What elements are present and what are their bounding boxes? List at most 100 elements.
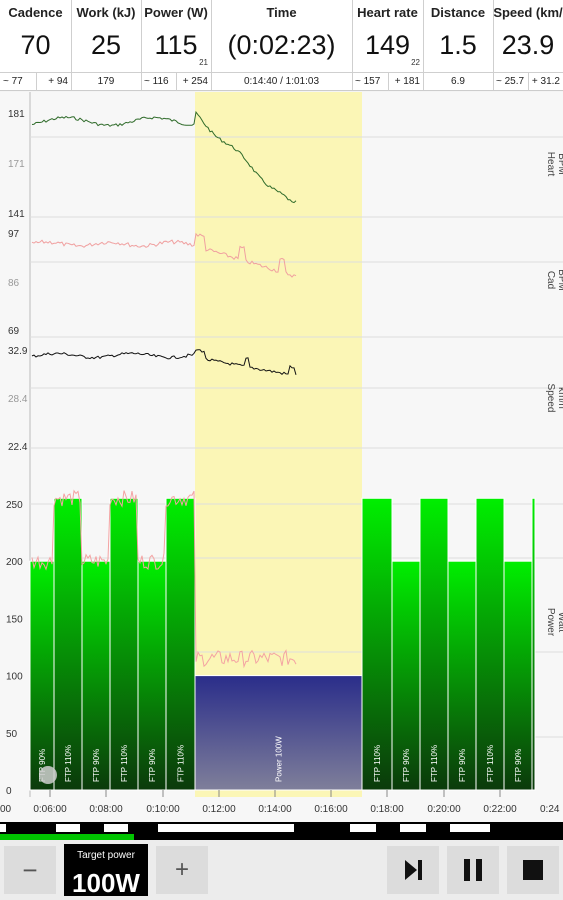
interval-bar (109, 497, 139, 791)
axis-tick-label: 32.9 (8, 346, 28, 357)
metric-value: 23.9 (501, 30, 555, 60)
cad-axis-title: BPM (556, 269, 563, 291)
metric-label: Speed (km/ (493, 5, 563, 20)
interval-label: FTP 90% (148, 749, 157, 782)
metric-stat-max: + 181 (394, 76, 420, 87)
interval-bar (475, 497, 505, 791)
interval-label: FTP 110% (177, 745, 186, 782)
metric-power-w[interactable]: Power (W) 115 21 ~ 116 + 254 (141, 0, 212, 91)
timeline-block (350, 824, 376, 832)
workout-timeline[interactable] (0, 822, 563, 840)
axis-tick-label: 69 (8, 326, 20, 337)
interval-label: FTP 90% (402, 749, 411, 782)
power-axis-title: Power (545, 608, 556, 637)
control-bar: − Target power 100W + (0, 840, 563, 900)
target-power-display: Target power 100W (64, 844, 148, 898)
increase-power-button[interactable]: + (156, 846, 208, 894)
target-power-label: Target power (77, 850, 135, 861)
timeline-block (0, 824, 6, 832)
metric-cadence[interactable]: Cadence 70 ~ 77 + 94 (0, 0, 72, 91)
metric-stat-max: + 94 (48, 76, 68, 87)
pause-icon (464, 859, 482, 881)
interval-label: Power 100W (275, 736, 284, 782)
speed-axis-title: km/h (556, 387, 563, 409)
time-tick-label: 0:18:00 (370, 804, 404, 815)
metric-stat-avg: ~ 77 (3, 76, 23, 87)
timeline-block (426, 824, 450, 832)
metric-value: 70 (20, 30, 51, 60)
target-power-value: 100W (72, 868, 140, 898)
timeline-block (104, 824, 128, 832)
metric-distance[interactable]: Distance 1.5 6.9 (423, 0, 494, 90)
timeline-block (376, 824, 400, 832)
metric-value: 115 (154, 30, 198, 60)
axis-tick-label: 141 (8, 209, 25, 220)
interval-bar (81, 560, 111, 791)
interval-bar (391, 560, 421, 791)
cadence-line (31, 232, 297, 278)
metric-stat-avg: ~ 25.7 (496, 76, 525, 87)
metric-stats: ~ 25.7 + 31.2 (493, 72, 563, 91)
metric-corner: 21 (199, 58, 208, 67)
timeline-progress (0, 834, 134, 840)
cad-axis-title: Cad (545, 271, 556, 289)
time-tick-label: 0:06:00 (33, 804, 67, 815)
interval-bar (447, 560, 477, 791)
timeline-block (128, 824, 158, 832)
interval-label: FTP 110% (486, 745, 495, 782)
axis-tick-label: 171 (8, 159, 25, 170)
metric-stat-max: + 254 (182, 76, 208, 87)
interval-label: FTP 110% (64, 745, 73, 782)
heart-rate-line (31, 110, 297, 204)
metric-label: Work (kJ) (76, 5, 136, 20)
interval-label: FTP 110% (373, 745, 382, 782)
axis-tick-label: 28.4 (8, 394, 28, 405)
stop-button[interactable] (507, 846, 559, 894)
metric-heart-rate[interactable]: Heart rate 149 22 ~ 157 + 181 (352, 0, 424, 91)
time-tick-label: 0:16:00 (314, 804, 348, 815)
timeline-block (158, 824, 294, 832)
pause-button[interactable] (447, 846, 499, 894)
timeline-block (56, 824, 80, 832)
power-tick-label: 100 (6, 672, 23, 683)
workout-chart[interactable]: 181 171 141 97 86 69 32.9 28.4 22.4 Heart BPM Cad BP… (0, 92, 563, 822)
interval-label: FTP 110% (430, 745, 439, 782)
interval-label: FTP 90% (92, 749, 101, 782)
metric-label: Power (W) (144, 5, 208, 20)
axis-tick-label: 86 (8, 278, 20, 289)
metric-time[interactable]: Time (0:02:23) 0:14:40 / 1:01:03 (211, 0, 353, 90)
time-tick-label: 0:10:00 (146, 804, 180, 815)
decrease-power-button[interactable]: − (4, 846, 56, 894)
metric-value: 149 (364, 30, 411, 60)
power-tick-label: 0 (6, 786, 12, 797)
time-tick-label: 0:20:00 (427, 804, 461, 815)
power-tick-label: 50 (6, 729, 18, 740)
timeline-bar (0, 822, 563, 840)
metric-stats: 179 (71, 72, 141, 91)
power-axis-title: Watt (556, 612, 563, 632)
timeline-block (490, 824, 563, 832)
axis-tick-label: 97 (8, 229, 20, 240)
actual-power-line (31, 489, 297, 669)
interval-bar (419, 497, 449, 791)
metric-value: 1.5 (439, 30, 477, 60)
timeline-block (294, 824, 350, 832)
speed-axis-title: Speed (545, 384, 556, 413)
interval-label: FTP 110% (120, 745, 129, 782)
speed-line (31, 349, 297, 375)
stop-icon (523, 860, 543, 880)
metric-label: Cadence (8, 5, 63, 20)
skip-button[interactable] (387, 846, 439, 894)
metric-stat-center: 0:14:40 / 1:01:03 (243, 76, 320, 87)
metric-label: Distance (430, 5, 486, 20)
metric-work-kj[interactable]: Work (kJ) 25 179 (71, 0, 142, 90)
interval-bar (531, 497, 536, 791)
time-tick-label: 0:12:00 (202, 804, 236, 815)
hr-axis-title: Heart (545, 152, 556, 177)
timeline-block (6, 824, 56, 832)
power-tick-label: 150 (6, 614, 23, 625)
interval-bar (361, 497, 393, 791)
timeline-block (400, 824, 426, 832)
metric-speed-km[interactable]: Speed (km/23.9 ~ 25.7 + 31.2 (493, 0, 563, 91)
